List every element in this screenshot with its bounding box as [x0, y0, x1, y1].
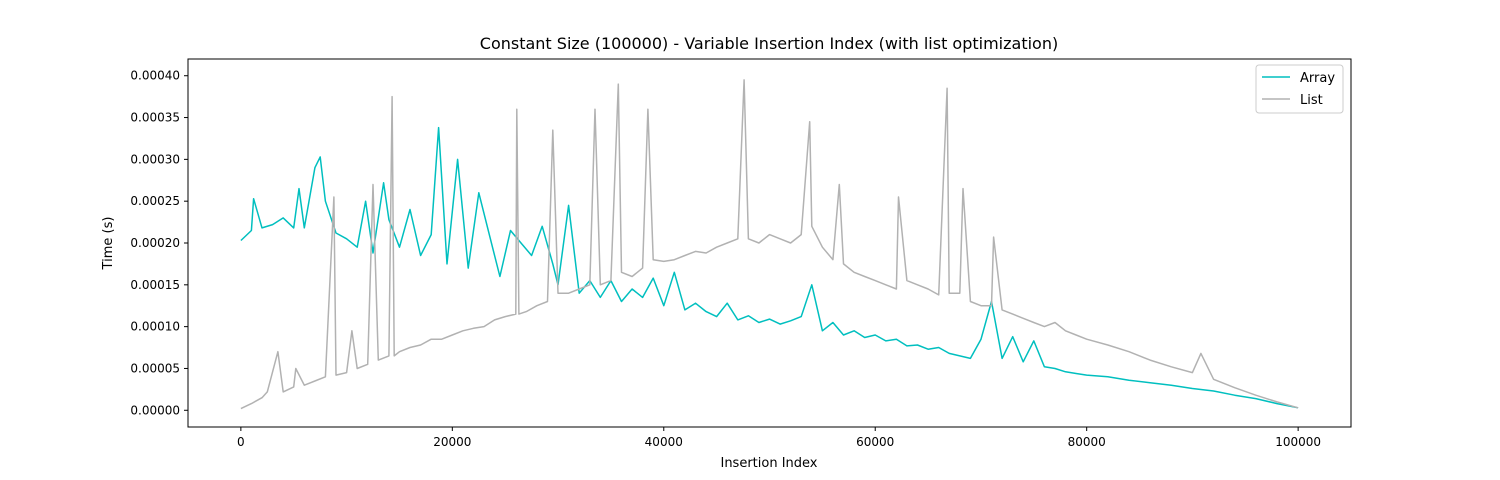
- y-tick-label: 0.00000: [130, 403, 180, 417]
- x-axis-title: Insertion Index: [720, 456, 817, 471]
- y-tick-label: 0.00015: [130, 278, 180, 292]
- x-tick-label: 20000: [433, 435, 471, 449]
- legend-label-list: List: [1300, 93, 1323, 108]
- x-tick-label: 60000: [856, 435, 894, 449]
- x-tick-label: 0: [237, 435, 245, 449]
- y-tick-label: 0.00040: [130, 69, 180, 83]
- series-layer: [240, 79, 1299, 410]
- x-axis: 0 20000 40000 60000 80000 100000: [237, 427, 1321, 449]
- y-tick-label: 0.00020: [130, 236, 180, 250]
- x-tick-label: 40000: [645, 435, 683, 449]
- chart-title: Constant Size (100000) - Variable Insert…: [480, 34, 1058, 53]
- y-tick-label: 0.00005: [130, 361, 180, 375]
- legend-label-array: Array: [1300, 71, 1335, 86]
- y-tick-label: 0.00030: [130, 152, 180, 166]
- y-axis: 0.00000 0.00005 0.00010 0.00015 0.00020 0.000…: [130, 69, 188, 417]
- y-tick-label: 0.00010: [130, 320, 180, 334]
- series-line-list: [240, 79, 1299, 410]
- y-tick-label: 0.00035: [130, 111, 180, 125]
- x-tick-label: 100000: [1275, 435, 1321, 449]
- legend: Array List: [1255, 64, 1344, 114]
- y-tick-label: 0.00025: [130, 194, 180, 208]
- y-axis-title: Time (s): [101, 217, 116, 271]
- x-tick-label: 80000: [1068, 435, 1106, 449]
